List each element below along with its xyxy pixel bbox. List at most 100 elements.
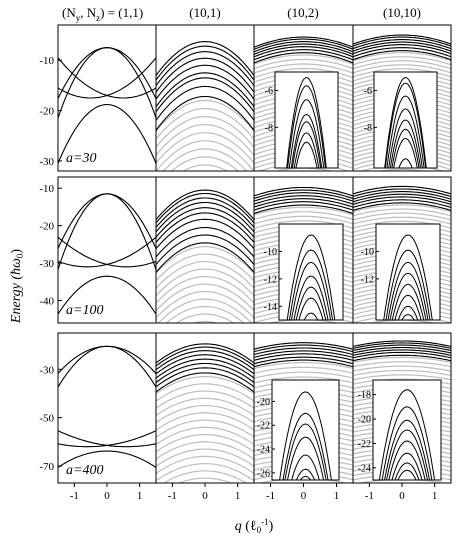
inset-band-line: [298, 297, 324, 320]
band-line: [156, 64, 254, 100]
band-line: [254, 43, 353, 55]
column-headers: (Ny, Nz) = (1,1) (10,1) (10,2) (10,10): [62, 5, 421, 23]
panel-frame: [57, 332, 157, 484]
inset-frame: [278, 223, 344, 321]
x-tick-label: 0: [301, 490, 307, 502]
inset-band-line: [389, 119, 422, 168]
inset-r3-c4: -18 -20 -22 -24: [358, 379, 442, 481]
inset-band-line: [383, 234, 433, 320]
inset-y-tick-label: -22: [358, 439, 371, 450]
panel-row-1: -10 -20 -30 -6 -8 -6 -8 a=30: [39, 24, 452, 196]
inset-lines: [384, 76, 427, 168]
panel-r2-c2: [155, 176, 255, 342]
y-tick-label: -10: [39, 183, 54, 195]
y-tick-label: -30: [39, 258, 54, 270]
band-line-faint: [156, 124, 254, 156]
band-line: [254, 38, 353, 50]
band-line: [353, 34, 451, 45]
band-line: [353, 39, 451, 50]
y-tick-label: -40: [39, 296, 54, 308]
band-line: [353, 188, 451, 198]
band-line-faint: [156, 462, 254, 482]
band-line-faint: [156, 132, 254, 164]
band-line-faint: [254, 324, 353, 332]
x-tick-label: 0: [202, 490, 208, 502]
band-line-faint: [254, 63, 353, 74]
band-line-faint: [156, 419, 254, 438]
band-line-faint: [353, 361, 451, 368]
band-line-faint: [156, 283, 254, 312]
band-line-faint: [254, 338, 353, 342]
inset-band-line: [286, 234, 336, 320]
band-line-faint: [156, 173, 254, 196]
panel-lines: [58, 47, 156, 164]
band-line-faint: [156, 426, 254, 445]
band-line-faint: [156, 329, 254, 342]
band-line-faint: [156, 276, 254, 304]
band-line: [353, 185, 451, 195]
band-line-faint: [156, 390, 254, 409]
band-line-faint: [353, 174, 451, 182]
y-tick-label: -10: [39, 55, 54, 67]
band-line: [156, 362, 254, 383]
band-line: [156, 189, 254, 220]
inset-frame: [271, 379, 340, 481]
y-tick-label: -50: [39, 413, 54, 425]
band-line: [254, 201, 353, 211]
panel-r3-c2: [155, 332, 255, 484]
band-line: [156, 212, 254, 243]
band-line-faint: [353, 60, 451, 70]
band-line: [254, 356, 353, 365]
y-tick-label: -30: [39, 156, 54, 168]
band-line-faint: [191, 320, 219, 323]
band-line: [156, 346, 254, 367]
y-axis-label: Energy (ħω0): [9, 249, 25, 324]
band-line-faint: [254, 177, 353, 186]
inset-band-line: [303, 312, 319, 320]
inset-band-line: [388, 440, 426, 480]
y-tick-label: -20: [39, 221, 54, 233]
band-line: [156, 85, 254, 121]
x-tick-label: -1: [266, 490, 275, 502]
panel-rows: -10-20-30-6-8-6-8a=30-10-20-30-40-10-12-…: [39, 24, 452, 484]
x-tick-label: -1: [365, 490, 374, 502]
panel-r2-c4: -10 -12: [352, 176, 452, 324]
inset-frame: [274, 71, 339, 169]
band-line-faint: [353, 208, 451, 217]
band-line: [156, 226, 254, 258]
band-line-faint: [254, 366, 353, 374]
band-line-faint: [353, 216, 451, 225]
inset-y-tick-label: -24: [257, 445, 270, 456]
inset-y-tick-label: -22: [257, 421, 270, 432]
band-line-faint: [353, 369, 451, 376]
panel-lines: [156, 343, 254, 483]
panel-r2-c1: [57, 176, 157, 324]
band-line-faint: [273, 167, 334, 171]
inset-y-tick-label: -6: [364, 86, 372, 97]
band-line: [254, 36, 353, 48]
inset-band-line: [398, 158, 413, 168]
inset-band-line: [391, 283, 425, 320]
inset-y-tick-label: -6: [265, 86, 273, 97]
band-line-faint: [254, 211, 353, 220]
band-line-faint: [353, 56, 451, 66]
band-line: [353, 44, 451, 55]
inset-band-line: [291, 121, 322, 168]
band-line: [353, 340, 451, 347]
inset-band-line: [299, 475, 312, 480]
band-line-faint: [177, 477, 233, 483]
panel-r1-c3: -6 -8: [253, 24, 354, 186]
band-line-faint: [156, 245, 254, 274]
band-line-faint: [156, 253, 254, 282]
column-header-2: (10,1): [189, 5, 220, 20]
band-line: [156, 207, 254, 238]
band-line: [254, 344, 353, 353]
band-line: [58, 236, 156, 268]
panel-frame: [57, 24, 157, 172]
band-line-faint: [156, 383, 254, 402]
column-header-3: (10,2): [287, 5, 318, 20]
y-tick-label: -20: [39, 106, 54, 118]
band-line: [254, 192, 353, 202]
band-line-faint: [254, 215, 353, 225]
